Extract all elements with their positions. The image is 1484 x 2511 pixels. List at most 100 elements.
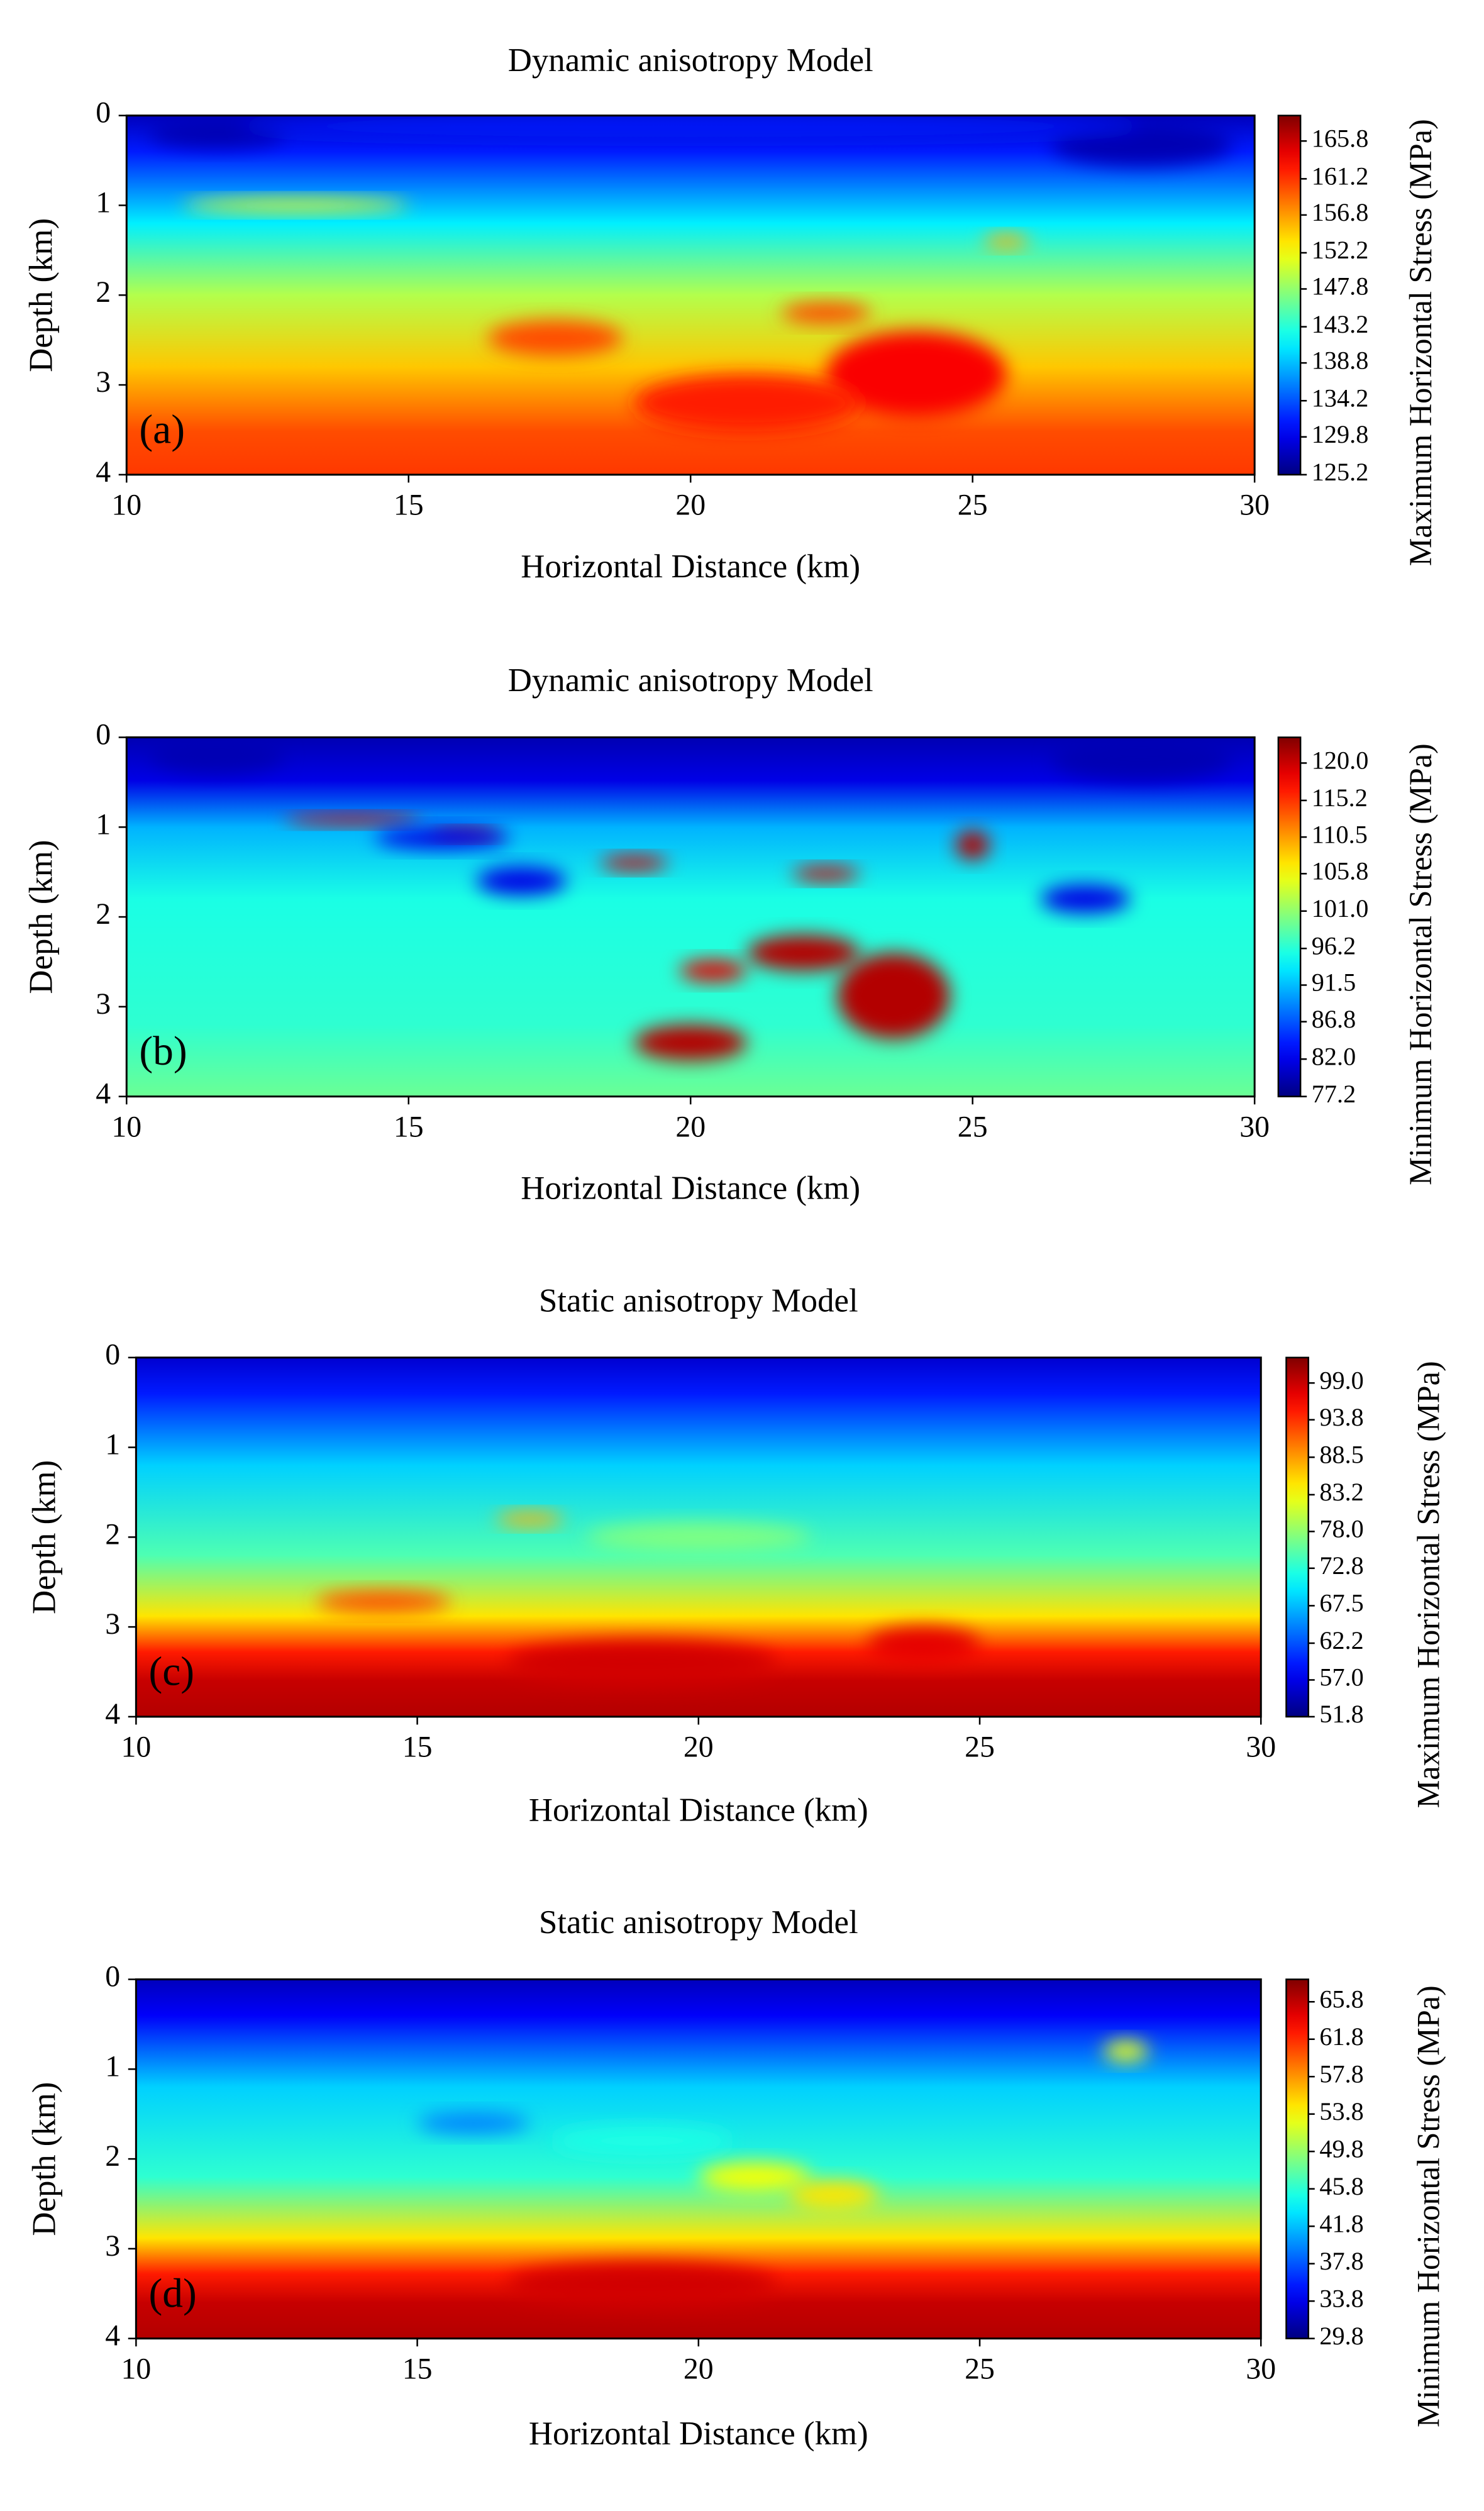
x-tick-label: 15: [402, 2353, 433, 2386]
y-tick-label: 1: [105, 2049, 120, 2083]
colorbar-tick-label: 88.5: [1319, 1441, 1363, 1469]
heatmap-texture: [780, 302, 872, 324]
y-axis-label: Depth (km): [23, 218, 60, 372]
colorbar-tick-label: 29.8: [1319, 2322, 1363, 2350]
colorbar: [1277, 736, 1302, 1097]
y-tick-label: 2: [96, 897, 111, 931]
colorbar-tick-label: 143.2: [1312, 310, 1369, 338]
x-tick-label: 20: [684, 1731, 714, 1764]
heatmap-texture: [417, 2112, 530, 2134]
x-tick-label: 15: [402, 1731, 433, 1764]
x-axis-label: Horizontal Distance (km): [521, 1170, 860, 1207]
colorbar-tick-label: 161.2: [1312, 162, 1369, 191]
colorbar-tick-label: 67.5: [1319, 1589, 1363, 1617]
colorbar-tick-label: 125.2: [1312, 458, 1369, 486]
heatmap-texture: [182, 198, 409, 213]
x-tick-label: 25: [965, 1731, 995, 1764]
colorbar-tick-label: 49.8: [1319, 2134, 1363, 2163]
y-tick-label: 0: [96, 718, 111, 751]
heatmap-field: [136, 1979, 1261, 2339]
colorbar-tick-label: 72.8: [1319, 1551, 1363, 1580]
x-tick-label: 10: [121, 2353, 151, 2386]
colorbar-tick-label: 101.0: [1312, 894, 1369, 923]
heatmap-texture: [149, 737, 285, 773]
colorbar-tick-label: 57.0: [1319, 1663, 1363, 1692]
heatmap-texture: [1051, 737, 1232, 781]
y-axis-label: Depth (km): [26, 2082, 63, 2236]
x-tick-label: 25: [958, 489, 988, 522]
chart-title: Dynamic anisotropy Model: [508, 662, 873, 699]
heatmap-texture: [552, 2126, 733, 2156]
y-tick-label: 0: [105, 1960, 120, 1993]
colorbar-tick-label: 82.0: [1312, 1042, 1356, 1070]
heatmap-texture: [1051, 123, 1232, 166]
heatmap-texture: [792, 867, 860, 881]
colorbar-tick-label: 78.0: [1319, 1515, 1363, 1543]
colorbar-tick-label: 61.8: [1319, 2022, 1363, 2051]
colorbar-tick-label: 37.8: [1319, 2247, 1363, 2275]
heatmap-texture: [374, 827, 511, 849]
x-tick-label: 15: [394, 1110, 424, 1143]
x-tick-label: 25: [965, 2353, 995, 2386]
heatmap-texture: [837, 953, 950, 1039]
heatmap-texture: [600, 855, 668, 870]
colorbar-tick-label: 129.8: [1312, 420, 1369, 448]
heatmap-texture: [955, 831, 990, 860]
colorbar-tick-label: 115.2: [1312, 784, 1368, 812]
colorbar-tick-label: 77.2: [1312, 1080, 1356, 1108]
colorbar-tick-label: 83.2: [1319, 1478, 1363, 1506]
panel-label: (d): [149, 2271, 197, 2316]
heatmap-texture: [1040, 884, 1131, 914]
y-tick-label: 2: [105, 2139, 120, 2173]
colorbar-label: Maximum Horizontal Stress (MPa): [1411, 1361, 1446, 1808]
y-tick-label: 3: [105, 1607, 120, 1641]
x-tick-label: 20: [684, 2353, 714, 2386]
heatmap-field: [126, 737, 1255, 1097]
panel-label: (a): [139, 407, 185, 452]
colorbar-tick-label: 156.8: [1312, 198, 1369, 226]
colorbar-label: Maximum Horizontal Stress (MPa): [1403, 119, 1438, 566]
y-tick-label: 4: [105, 2319, 120, 2353]
panel: Static anisotropy Model Horizontal Distan…: [26, 1904, 1446, 2452]
y-tick-label: 4: [96, 455, 111, 489]
heatmap-texture: [239, 115, 1142, 137]
chart-title: Static anisotropy Model: [539, 1904, 858, 1941]
panel-label: (c): [149, 1649, 195, 1695]
x-tick-label: 25: [958, 1110, 988, 1143]
y-tick-label: 3: [96, 987, 111, 1021]
colorbar-tick-label: 53.8: [1319, 2097, 1363, 2126]
y-tick-label: 0: [105, 1338, 120, 1372]
y-tick-label: 1: [96, 186, 111, 219]
heatmap-texture: [496, 1512, 564, 1527]
y-axis-label: Depth (km): [23, 840, 60, 994]
heatmap-texture: [316, 1591, 451, 1613]
heatmap-texture: [983, 234, 1029, 249]
colorbar-tick-label: 33.8: [1319, 2284, 1363, 2312]
panel-label: (b): [139, 1029, 187, 1074]
y-tick-label: 1: [105, 1428, 120, 1461]
y-tick-label: 2: [96, 275, 111, 309]
colorbar-tick-label: 134.2: [1312, 384, 1369, 412]
y-tick-label: 3: [105, 2229, 120, 2263]
colorbar-tick-label: 65.8: [1319, 1985, 1363, 2013]
x-axis-label: Horizontal Distance (km): [521, 548, 860, 585]
heatmap-texture: [1103, 2040, 1149, 2062]
x-tick-label: 30: [1246, 1731, 1276, 1764]
x-tick-label: 30: [1239, 489, 1270, 522]
y-tick-label: 3: [96, 365, 111, 399]
colorbar-tick-label: 96.2: [1312, 931, 1356, 960]
y-tick-label: 4: [96, 1077, 111, 1111]
heatmap-texture: [507, 1641, 778, 1685]
chart-title: Dynamic anisotropy Model: [508, 42, 873, 79]
colorbar-tick-label: 152.2: [1312, 236, 1369, 264]
colorbar: [1285, 1356, 1309, 1718]
heatmap-texture: [476, 867, 567, 895]
x-tick-label: 10: [111, 489, 141, 522]
x-tick-label: 30: [1246, 2353, 1276, 2386]
chart-title: Static anisotropy Model: [539, 1282, 858, 1319]
colorbar-tick-label: 147.8: [1312, 272, 1369, 301]
colorbar: [1285, 1978, 1309, 2339]
heatmap-texture: [284, 814, 420, 826]
y-tick-label: 1: [96, 807, 111, 841]
